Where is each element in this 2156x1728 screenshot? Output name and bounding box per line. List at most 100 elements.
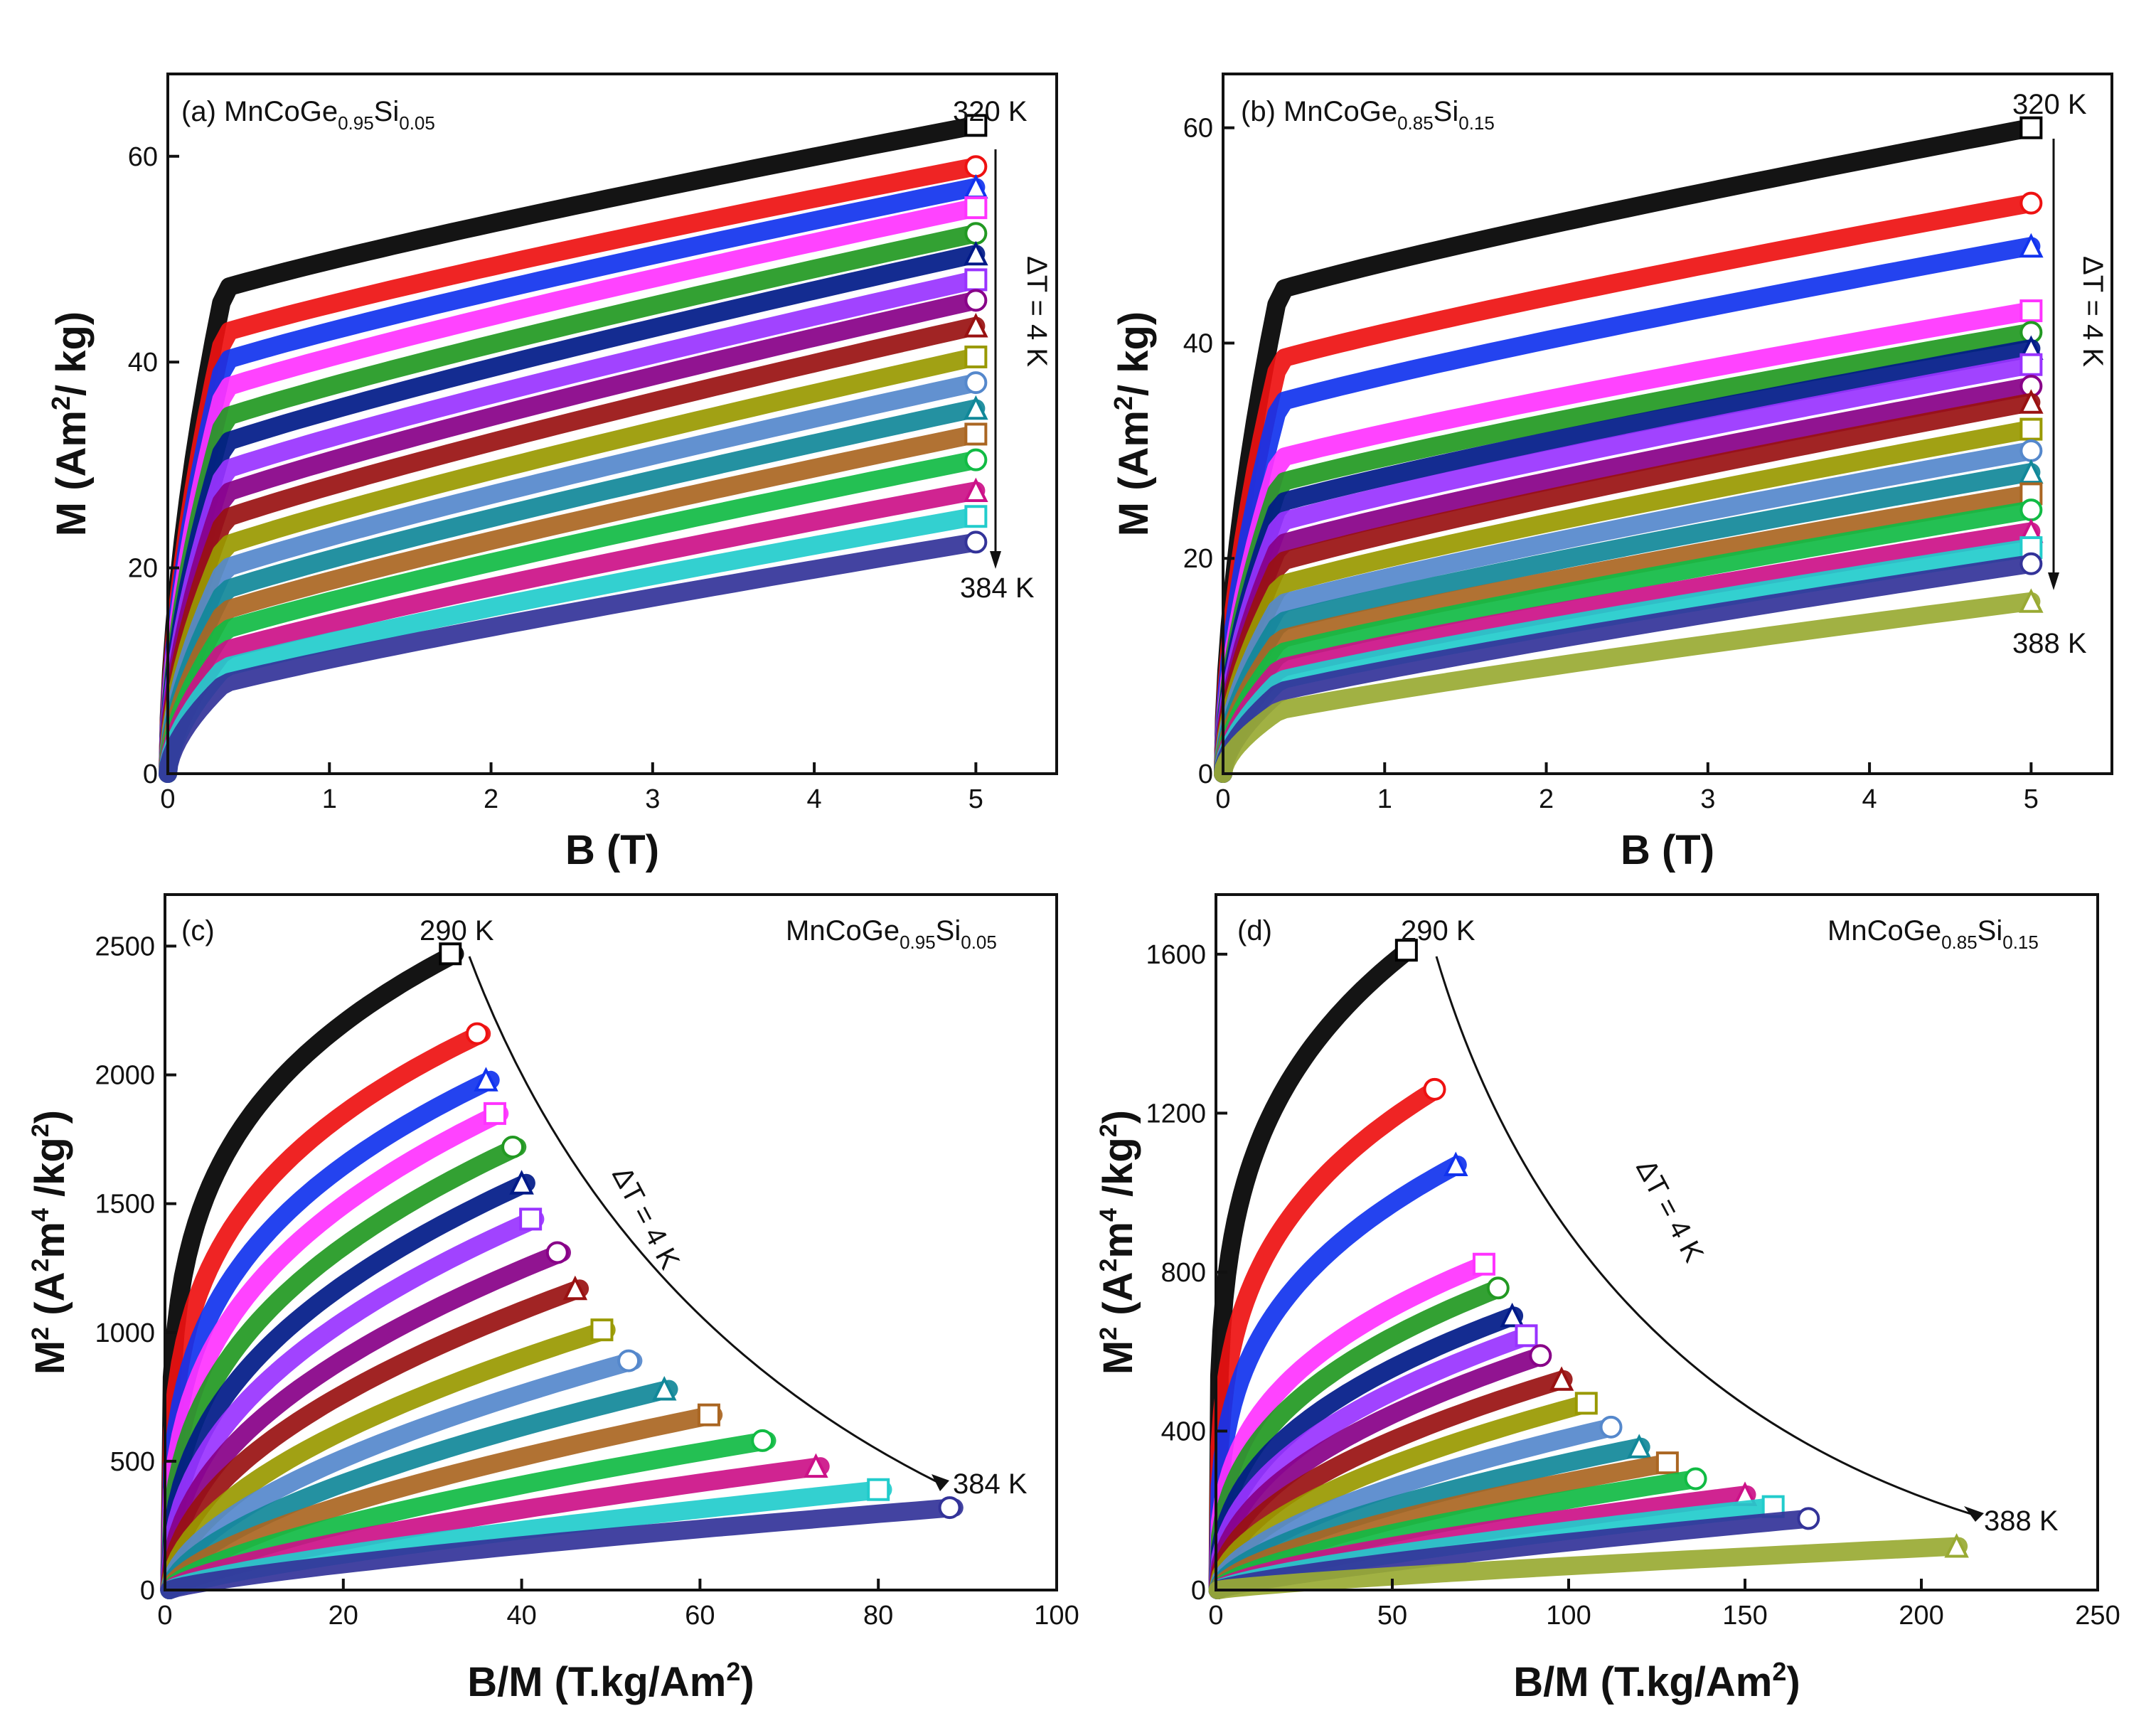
series-end-marker: [1486, 1276, 1510, 1300]
series-line: [1208, 1346, 1552, 1599]
y-tick-label: 60: [128, 142, 158, 172]
series-end-marker: [964, 222, 988, 245]
panel-d-delta-label: ΔT = 4 K: [1630, 1155, 1709, 1268]
series-end-marker: [964, 371, 988, 395]
series-line: [1208, 1370, 1573, 1599]
y-tick-label: 20: [128, 554, 158, 584]
series-end-marker: [2019, 353, 2043, 376]
series-line: [1214, 237, 2041, 783]
series-end-marker: [2019, 552, 2043, 575]
series-line: [160, 944, 464, 1599]
y-tick-label: 1500: [95, 1190, 155, 1220]
series-end-marker: [964, 477, 988, 503]
panel-c-arrow: [468, 956, 939, 1484]
series-end-marker: [964, 313, 988, 338]
series-line: [160, 1351, 643, 1599]
series-end-marker: [439, 942, 462, 966]
panel-c-formula: MnCoGe0.95Si0.05: [786, 915, 997, 953]
series-end-marker: [1515, 1324, 1538, 1348]
y-tick-label: 1200: [1146, 1099, 1206, 1129]
series-line: [160, 1243, 571, 1599]
x-tick-label: 2: [484, 784, 498, 814]
series-end-marker: [964, 114, 988, 137]
series-line: [159, 507, 986, 783]
series-end-marker: [964, 268, 988, 292]
series-end-marker: [1472, 1252, 1495, 1276]
y-tick-label: 2500: [95, 932, 155, 961]
x-tick-label: 80: [863, 1601, 893, 1631]
series-end-marker: [1626, 1434, 1652, 1458]
series-end-marker: [519, 1207, 543, 1231]
series-end-marker: [483, 1102, 506, 1125]
series-line: [1214, 592, 2041, 783]
series-end-marker: [867, 1478, 890, 1501]
x-tick-label: 5: [2024, 784, 2039, 814]
panel-b-xlabel: B (T): [1621, 827, 1714, 873]
series-end-marker: [1394, 939, 1418, 962]
y-tick-label: 0: [140, 1576, 155, 1606]
series-end-marker: [474, 1067, 498, 1092]
panel-c-series: [160, 942, 964, 1599]
series-line: [159, 316, 986, 783]
panel-d-chart: 0 50 100 150 200 250 0 400 800 1200 1600 (d) MnCoG…: [1095, 893, 2120, 1705]
series-line: [1208, 1394, 1598, 1599]
y-tick-label: 20: [1183, 544, 1213, 574]
series-end-marker: [562, 1275, 588, 1301]
x-tick-label: 40: [506, 1601, 536, 1631]
series-end-marker: [964, 155, 988, 178]
series-line: [159, 533, 986, 783]
series-end-marker: [590, 1318, 614, 1342]
series-line: [160, 1405, 723, 1599]
series-end-marker: [964, 422, 988, 446]
x-tick-label: 2: [1539, 784, 1554, 814]
panel-b-chart: 0 1 2 3 4 5 0 20 40 60 (b) MnCoGe0.85Si0.15 320 K…: [1109, 73, 2113, 873]
x-tick-label: 100: [1546, 1601, 1591, 1631]
series-end-marker: [697, 1403, 720, 1426]
panel-b-series: [1214, 116, 2044, 783]
panel-c-bottom-label: 384 K: [953, 1468, 1028, 1500]
panel-b-frame: [1222, 73, 2113, 775]
panel-c-arrowhead: [932, 1474, 949, 1491]
series-end-marker: [751, 1429, 774, 1452]
x-tick-label: 1: [1377, 784, 1392, 814]
series-line: [160, 1279, 589, 1599]
series-end-marker: [964, 395, 988, 420]
panel-b-ylabel: M (Am2/ kg): [1109, 311, 1157, 536]
x-tick-label: 1: [322, 784, 337, 814]
series-line: [1208, 1156, 1467, 1599]
series-end-marker: [652, 1375, 677, 1401]
series-line: [160, 1138, 527, 1599]
panel-c-top-label: 290 K: [420, 915, 494, 946]
y-tick-label: 1000: [95, 1318, 155, 1348]
series-line: [160, 1024, 491, 1599]
series-line: [1208, 1079, 1446, 1599]
panel-d-title: (d): [1237, 915, 1272, 946]
series-end-marker: [2019, 588, 2044, 613]
panel-c-title: (c): [181, 915, 215, 946]
series-end-marker: [1684, 1467, 1707, 1490]
panel-a-ylabel: M (Am2/ kg): [46, 311, 95, 536]
series-end-marker: [2019, 536, 2043, 560]
panel-c-frame: [164, 893, 1058, 1591]
series-line: [159, 425, 986, 783]
y-tick-label: 400: [1161, 1417, 1206, 1446]
x-tick-label: 250: [2075, 1601, 2120, 1631]
series-line: [160, 1431, 777, 1599]
x-tick-label: 200: [1899, 1601, 1943, 1631]
panel-b-title: (b) MnCoGe0.85Si0.15: [1241, 96, 1495, 134]
series-line: [160, 1380, 678, 1599]
series-line: [160, 1210, 545, 1599]
y-tick-label: 40: [1183, 329, 1213, 358]
series-line: [1208, 1306, 1524, 1599]
y-tick-label: 40: [128, 348, 158, 378]
panel-d-xlabel: B/M (T.kg/Am2): [1513, 1657, 1800, 1705]
series-end-marker: [2019, 191, 2043, 215]
series-end-marker: [964, 196, 988, 220]
panel-d-bottom-label: 388 K: [1984, 1505, 2059, 1537]
series-line: [160, 1104, 509, 1599]
series-end-marker: [2019, 116, 2043, 139]
series-end-marker: [964, 289, 988, 312]
series-line: [159, 450, 986, 783]
